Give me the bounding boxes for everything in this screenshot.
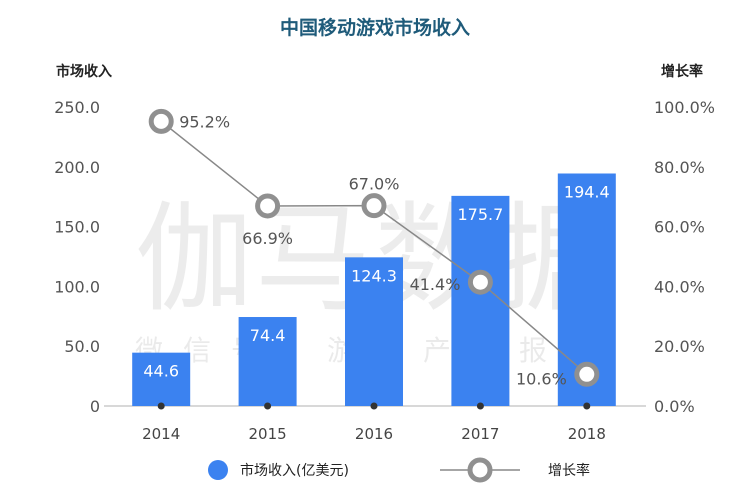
- legend-bar-swatch: [208, 460, 228, 480]
- x-tick-label: 2014: [142, 425, 180, 443]
- y-tick-label-left: 50.0: [64, 337, 100, 356]
- growth-value-label: 66.9%: [242, 229, 293, 248]
- bar-value-label: 44.6: [143, 362, 179, 381]
- x-tick-label: 2017: [461, 425, 499, 443]
- bar: [132, 352, 191, 406]
- baseline-dot: [157, 402, 165, 410]
- y-tick-label-right: 60.0%: [654, 218, 705, 237]
- bar-value-label: 74.4: [250, 326, 286, 345]
- left-axis-title: 市场收入: [56, 63, 112, 80]
- legend-bar-label: 市场收入(亿美元): [240, 462, 349, 479]
- bar: [451, 195, 510, 406]
- x-tick-label: 2016: [355, 425, 393, 443]
- baseline-dot: [476, 402, 484, 410]
- growth-marker: [148, 108, 174, 134]
- growth-marker: [361, 193, 387, 219]
- baseline-dot: [370, 402, 378, 410]
- baseline-dot: [583, 402, 591, 410]
- growth-value-label: 95.2%: [179, 112, 230, 131]
- legend-line-label: 增长率: [548, 462, 590, 479]
- legend-line-marker: [467, 457, 493, 483]
- left-axis-ticks: 0 50.0 100.0 150.0 200.0 250.0: [54, 98, 100, 416]
- bar: [238, 317, 297, 406]
- growth-marker: [574, 361, 600, 387]
- x-tick-label: 2018: [568, 425, 606, 443]
- growth-value-label: 10.6%: [516, 369, 567, 388]
- bar-value-label: 124.3: [351, 266, 397, 285]
- bar-value-label: 175.7: [457, 205, 503, 224]
- growth-value-label: 41.4%: [410, 275, 461, 294]
- growth-value-label: 67.0%: [349, 175, 400, 194]
- bar: [345, 257, 403, 406]
- growth-marker: [255, 193, 281, 219]
- y-tick-label-left: 0: [90, 397, 100, 416]
- bar-series: 44.6 74.4 124.3 175.7 194.4: [132, 173, 616, 410]
- chart-title: 中国移动游戏市场收入: [280, 16, 470, 39]
- y-tick-label-right: 20.0%: [654, 337, 705, 356]
- bar-value-label: 194.4: [564, 182, 610, 201]
- y-tick-label-left: 100.0: [54, 277, 100, 296]
- y-tick-label-left: 250.0: [54, 98, 100, 117]
- y-tick-label-right: 0.0%: [654, 397, 695, 416]
- baseline-dot: [264, 402, 272, 410]
- right-axis-ticks: 0.0% 20.0% 40.0% 60.0% 80.0% 100.0%: [654, 98, 715, 416]
- y-tick-label-left: 150.0: [54, 218, 100, 237]
- y-tick-label-left: 200.0: [54, 158, 100, 177]
- y-tick-label-right: 80.0%: [654, 158, 705, 177]
- growth-line-series: 95.2% 66.9% 67.0% 41.4% 10.6%: [148, 108, 600, 388]
- y-tick-label-right: 40.0%: [654, 277, 705, 296]
- legend: 市场收入(亿美元) 增长率: [208, 457, 590, 483]
- x-tick-label: 2015: [249, 425, 287, 443]
- y-tick-label-right: 100.0%: [654, 98, 715, 117]
- growth-marker: [467, 269, 493, 295]
- x-axis-ticks: 2014 2015 2016 2017 2018: [142, 425, 606, 443]
- right-axis-title: 增长率: [661, 63, 703, 80]
